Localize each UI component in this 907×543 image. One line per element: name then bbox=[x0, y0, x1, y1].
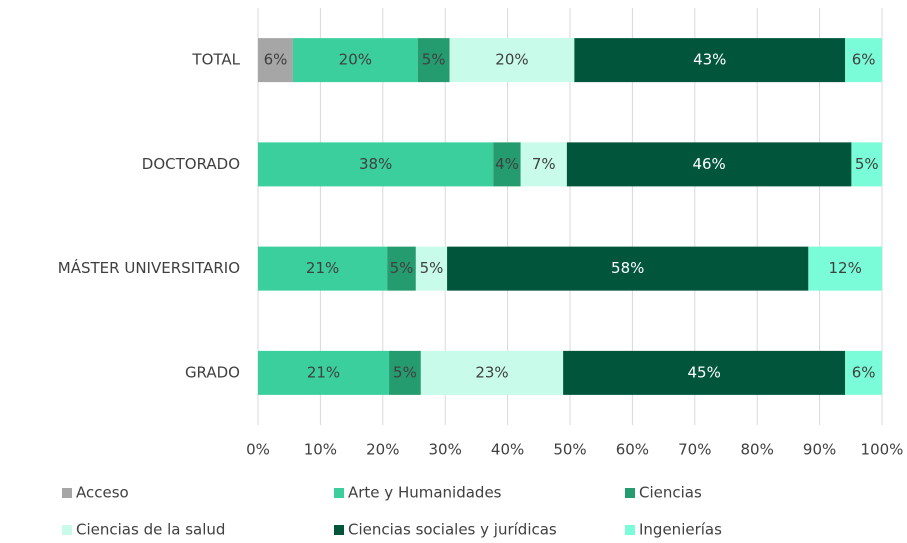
x-tick-label: 60% bbox=[616, 441, 649, 459]
y-tick-label: MÁSTER UNIVERSITARIO bbox=[58, 258, 240, 277]
bar-segment bbox=[292, 38, 418, 83]
legend-label: Acceso bbox=[76, 484, 129, 502]
x-tick-label: 30% bbox=[429, 441, 462, 459]
bar-segment bbox=[851, 142, 882, 187]
bar-segment bbox=[387, 246, 416, 291]
bar-segment bbox=[417, 38, 450, 83]
y-tick-label: TOTAL bbox=[191, 51, 240, 69]
bar-segment bbox=[845, 38, 882, 83]
data-label: 5% bbox=[393, 363, 417, 381]
legend-label: Ingenierías bbox=[639, 521, 722, 539]
legend-swatch bbox=[625, 525, 635, 535]
bar-segment bbox=[520, 142, 567, 187]
x-tick-label: 80% bbox=[741, 441, 774, 459]
data-label: 5% bbox=[422, 51, 446, 69]
x-tick-label: 100% bbox=[861, 441, 904, 459]
data-label: 6% bbox=[852, 51, 876, 69]
x-tick-label: 50% bbox=[553, 441, 586, 459]
legend-label: Ciencias bbox=[639, 484, 702, 502]
data-label: 23% bbox=[475, 363, 508, 381]
x-tick-label: 20% bbox=[366, 441, 399, 459]
data-label: 21% bbox=[307, 363, 340, 381]
bar-segment bbox=[258, 246, 388, 291]
data-label: 5% bbox=[390, 259, 414, 277]
data-label: 38% bbox=[359, 155, 392, 173]
data-label: 5% bbox=[420, 259, 444, 277]
data-label: 43% bbox=[693, 51, 726, 69]
bar-segment bbox=[563, 350, 846, 395]
bar-segment bbox=[845, 350, 882, 395]
bar-segment bbox=[258, 38, 293, 83]
data-label: 58% bbox=[611, 259, 644, 277]
legend-swatch bbox=[62, 488, 72, 498]
legend-swatch bbox=[625, 488, 635, 498]
x-tick-label: 90% bbox=[803, 441, 836, 459]
y-tick-label: DOCTORADO bbox=[142, 155, 240, 173]
data-label: 4% bbox=[495, 155, 519, 173]
data-label: 6% bbox=[852, 363, 876, 381]
bar-segment bbox=[258, 142, 494, 187]
data-label: 6% bbox=[264, 51, 288, 69]
bar-segment bbox=[574, 38, 846, 83]
data-label: 21% bbox=[306, 259, 339, 277]
data-label: 5% bbox=[855, 155, 879, 173]
bar-segment bbox=[258, 350, 390, 395]
legend-label: Arte y Humanidades bbox=[348, 484, 502, 502]
legend-swatch bbox=[334, 488, 344, 498]
data-label: 7% bbox=[532, 155, 556, 173]
x-tick-label: 40% bbox=[491, 441, 524, 459]
bar-segment bbox=[449, 38, 575, 83]
data-label: 46% bbox=[692, 155, 725, 173]
legend-label: Ciencias sociales y jurídicas bbox=[348, 521, 557, 539]
bar-segment bbox=[415, 246, 448, 291]
legend-swatch bbox=[62, 525, 72, 535]
x-tick-label: 10% bbox=[304, 441, 337, 459]
x-tick-label: 0% bbox=[246, 441, 270, 459]
legend-swatch bbox=[334, 525, 344, 535]
data-label: 12% bbox=[829, 259, 862, 277]
bar-segment bbox=[808, 246, 882, 291]
bar-segment bbox=[447, 246, 809, 291]
data-label: 45% bbox=[687, 363, 720, 381]
x-tick-label: 70% bbox=[678, 441, 711, 459]
y-tick-label: GRADO bbox=[185, 363, 240, 381]
data-label: 20% bbox=[339, 51, 372, 69]
bar-segment bbox=[493, 142, 521, 187]
bar-segment bbox=[420, 350, 564, 395]
bar-segment bbox=[566, 142, 852, 187]
legend-label: Ciencias de la salud bbox=[76, 521, 225, 539]
bar-segment bbox=[389, 350, 421, 395]
data-label: 20% bbox=[495, 51, 528, 69]
